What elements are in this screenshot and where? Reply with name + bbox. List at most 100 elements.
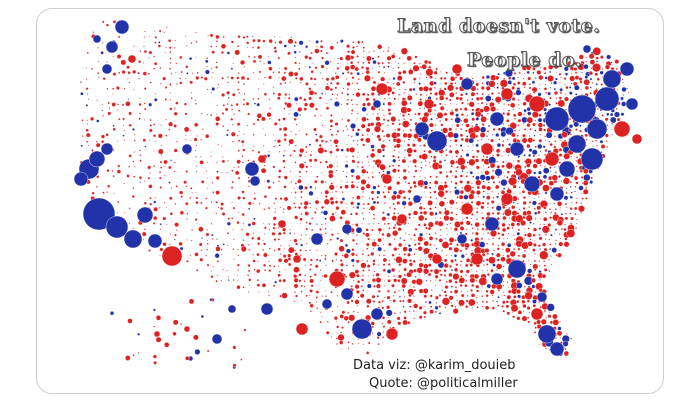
county-bubble <box>401 189 406 194</box>
county-bubble <box>86 123 89 125</box>
county-bubble <box>382 140 385 143</box>
county-bubble <box>428 243 432 247</box>
county-bubble <box>372 247 375 250</box>
county-bubble <box>356 195 361 200</box>
county-bubble <box>419 170 422 172</box>
county-bubble <box>506 294 512 300</box>
county-bubble <box>564 347 567 351</box>
county-bubble <box>282 211 285 214</box>
county-bubble <box>143 36 146 38</box>
county-bubble <box>185 170 189 173</box>
county-bubble <box>438 170 443 175</box>
county-bubble <box>315 300 318 303</box>
county-bubble <box>454 189 461 196</box>
county-bubble <box>475 296 478 299</box>
county-bubble <box>455 201 458 205</box>
county-bubble <box>85 67 88 69</box>
county-bubble <box>498 180 501 184</box>
county-bubble <box>589 91 593 95</box>
county-bubble <box>293 117 297 121</box>
county-bubble <box>239 59 246 66</box>
county-bubble <box>551 174 558 181</box>
county-bubble <box>168 128 171 131</box>
county-bubble <box>283 133 288 137</box>
county-bubble <box>378 231 381 234</box>
metro-bubble <box>544 151 560 167</box>
county-bubble <box>496 82 499 85</box>
county-bubble <box>434 91 439 96</box>
county-bubble <box>361 72 364 75</box>
county-bubble <box>502 265 505 268</box>
county-bubble <box>346 87 350 91</box>
county-bubble <box>477 102 479 105</box>
county-bubble <box>589 86 592 89</box>
county-bubble <box>553 64 559 70</box>
county-bubble <box>152 123 156 126</box>
county-bubble <box>476 228 479 231</box>
county-bubble <box>216 274 219 277</box>
county-bubble <box>173 111 178 116</box>
county-bubble <box>388 111 392 116</box>
county-bubble <box>442 127 449 134</box>
county-bubble <box>459 174 463 178</box>
county-bubble <box>233 166 236 169</box>
county-bubble <box>523 153 526 157</box>
county-bubble <box>513 247 516 251</box>
county-bubble <box>180 70 183 74</box>
county-bubble <box>531 149 538 156</box>
county-bubble <box>340 268 344 272</box>
county-bubble <box>407 247 413 253</box>
county-bubble <box>116 140 119 142</box>
county-bubble <box>308 56 313 61</box>
county-bubble <box>538 138 543 143</box>
county-bubble <box>409 284 411 287</box>
county-bubble <box>297 106 303 112</box>
county-bubble <box>263 164 266 167</box>
county-bubble <box>471 227 474 230</box>
county-bubble <box>611 133 614 136</box>
county-bubble <box>207 34 210 37</box>
county-bubble <box>341 326 344 329</box>
county-bubble <box>490 186 493 189</box>
county-bubble <box>492 180 496 184</box>
county-bubble <box>247 269 251 273</box>
county-bubble <box>401 158 407 164</box>
county-bubble <box>277 118 281 122</box>
county-bubble <box>330 182 333 185</box>
county-bubble <box>183 180 188 185</box>
county-bubble <box>516 212 520 215</box>
county-bubble <box>305 227 309 231</box>
county-bubble <box>304 185 308 190</box>
county-bubble <box>501 164 505 169</box>
county-bubble <box>341 197 346 201</box>
county-bubble <box>294 206 297 209</box>
county-bubble <box>298 175 302 178</box>
county-bubble <box>155 336 162 343</box>
county-bubble <box>403 140 406 143</box>
county-bubble <box>263 263 267 267</box>
county-bubble <box>277 231 282 236</box>
county-bubble <box>357 40 361 44</box>
county-bubble <box>243 82 246 86</box>
county-bubble <box>602 62 604 64</box>
county-bubble <box>325 330 330 335</box>
county-bubble <box>303 97 307 102</box>
county-bubble <box>258 70 262 74</box>
county-bubble <box>479 126 487 133</box>
county-bubble <box>355 91 361 98</box>
county-bubble <box>471 117 476 122</box>
metro-bubble <box>480 142 494 156</box>
county-bubble <box>351 103 354 106</box>
county-bubble <box>418 86 424 92</box>
county-bubble <box>216 87 219 89</box>
county-bubble <box>138 149 142 152</box>
county-bubble <box>549 70 552 74</box>
county-bubble <box>434 279 437 281</box>
county-bubble <box>237 149 241 152</box>
county-bubble <box>527 268 533 274</box>
county-bubble <box>411 279 417 285</box>
county-bubble <box>314 187 317 190</box>
county-bubble <box>138 117 141 120</box>
county-bubble <box>581 192 584 195</box>
county-bubble <box>352 196 355 200</box>
